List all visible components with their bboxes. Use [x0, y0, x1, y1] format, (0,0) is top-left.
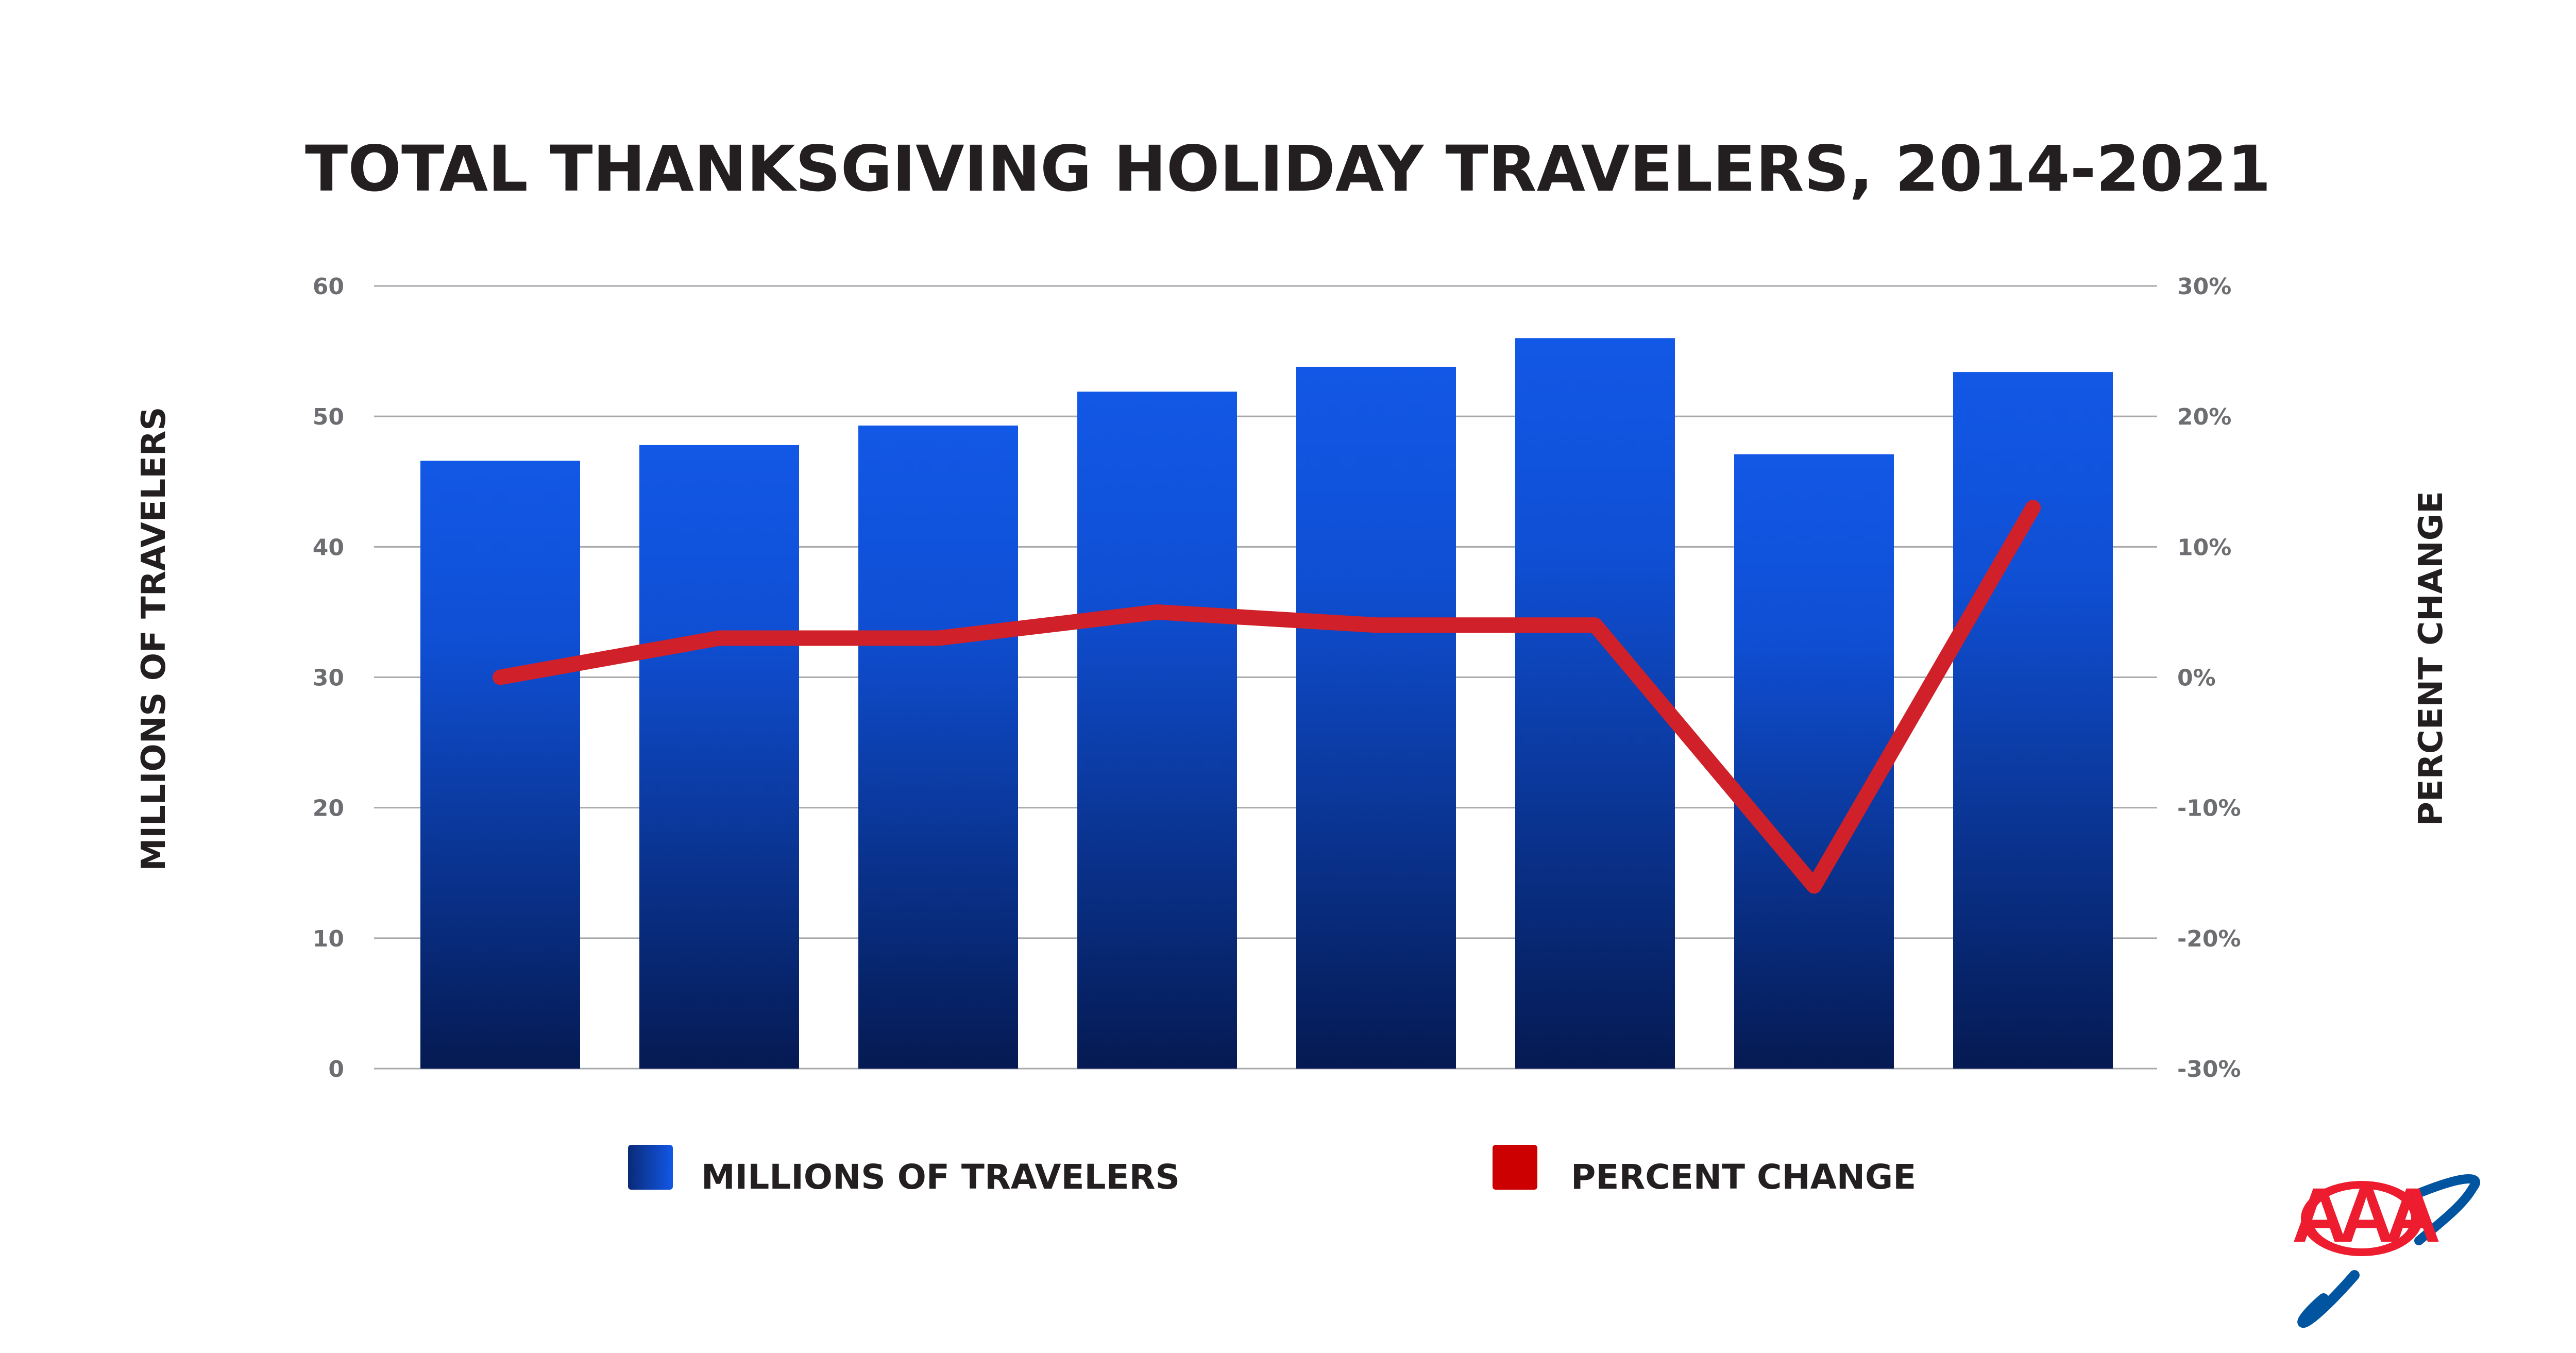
legend-label-percent: PERCENT CHANGE: [1571, 1157, 1916, 1197]
bar-2016: [858, 425, 1018, 1069]
y2-tick-label: -30%: [2177, 1056, 2241, 1083]
bar-2020: [1734, 454, 1894, 1069]
bar-2018: [1296, 366, 1456, 1069]
y2-tick-label: 10%: [2177, 534, 2231, 561]
svg-text:AAA: AAA: [2292, 1172, 2439, 1258]
bar-2019: [1515, 338, 1675, 1069]
legend-swatch-percent: [1493, 1145, 1537, 1190]
y-tick-label: 0: [328, 1056, 344, 1083]
legend-label-travelers: MILLIONS OF TRAVELERS: [701, 1157, 1180, 1197]
chart-title: TOTAL THANKSGIVING HOLIDAY TRAVELERS, 20…: [305, 132, 2271, 206]
bar-2021: [1953, 372, 2113, 1069]
aaa-logo: AAA: [2292, 1172, 2480, 1328]
tick-labels: 0 -30% 10 -20% 20 -10% 30 0% 40 10% 50 20% 60 30%: [313, 274, 2241, 1083]
bar-2014: [420, 461, 580, 1069]
y-axis-title: MILLIONS OF TRAVELERS: [135, 407, 173, 871]
legend-swatch-travelers: [628, 1145, 673, 1190]
y2-tick-label: -20%: [2177, 926, 2241, 952]
bar-2015: [639, 445, 799, 1069]
percent-line: [493, 500, 2041, 894]
y2-tick-label: 0%: [2177, 665, 2216, 691]
y-tick-label: 40: [313, 534, 344, 561]
bar-2017: [1077, 392, 1237, 1069]
y-tick-label: 10: [313, 926, 344, 952]
y2-tick-label: -10%: [2177, 796, 2241, 822]
y-tick-label: 60: [313, 274, 344, 300]
y2-tick-label: 30%: [2177, 274, 2231, 300]
y2-tick-label: 20%: [2177, 404, 2231, 430]
y-tick-label: 50: [313, 404, 344, 430]
y-tick-label: 20: [313, 796, 344, 822]
y-tick-label: 30: [313, 665, 344, 691]
bars: [420, 338, 2113, 1069]
percent-change-line: [493, 500, 2041, 894]
y2-axis-title: PERCENT CHANGE: [2412, 491, 2450, 826]
